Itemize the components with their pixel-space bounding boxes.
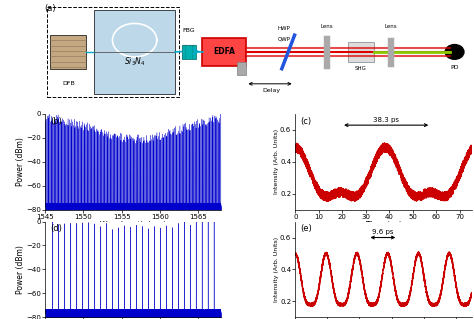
Bar [50,35,86,69]
Circle shape [445,45,464,59]
Y-axis label: Intensity (Arb. Units): Intensity (Arb. Units) [273,129,279,195]
Bar [94,10,175,94]
Y-axis label: Power (dBm): Power (dBm) [16,137,25,186]
Text: Si$_3$N$_4$: Si$_3$N$_4$ [124,56,146,68]
Polygon shape [237,62,246,75]
Text: (c): (c) [301,117,312,126]
Text: QWP: QWP [277,36,291,41]
FancyBboxPatch shape [202,38,246,66]
Text: DFB: DFB [62,81,75,86]
Text: (b): (b) [50,117,62,126]
Bar [348,42,374,62]
X-axis label: Wavelength (nm): Wavelength (nm) [100,221,166,230]
Text: (a): (a) [44,4,56,13]
Text: PD: PD [450,65,459,70]
Text: Lens: Lens [384,25,397,29]
Text: 9.6 ps: 9.6 ps [372,229,393,235]
Text: (e): (e) [301,224,312,234]
X-axis label: Time (ps): Time (ps) [365,221,401,230]
Y-axis label: Power (dBm): Power (dBm) [16,245,25,294]
Text: HWP: HWP [277,26,291,31]
Text: 38.3 ps: 38.3 ps [373,117,399,123]
Bar [182,45,197,59]
Text: (d): (d) [50,224,62,234]
Text: Lens: Lens [320,25,333,29]
Bar [47,7,179,97]
Text: EDFA: EDFA [213,48,235,56]
Text: Delay: Delay [262,88,280,93]
Text: SHG: SHG [355,66,367,71]
Text: FBG: FBG [182,28,195,33]
Y-axis label: Intensity (Arb. Units): Intensity (Arb. Units) [273,237,279,302]
